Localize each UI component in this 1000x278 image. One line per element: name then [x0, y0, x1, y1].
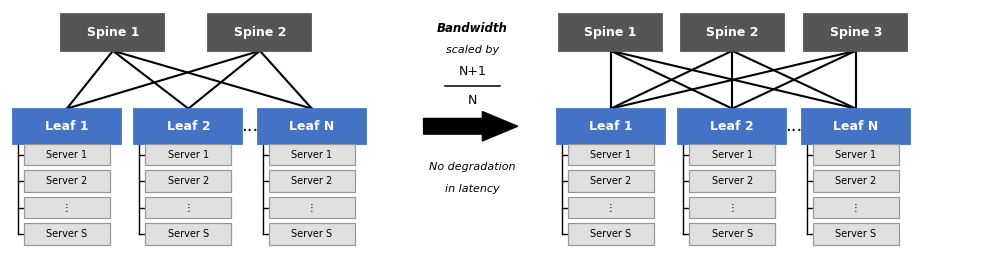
FancyBboxPatch shape [568, 170, 654, 192]
Text: Leaf 1: Leaf 1 [45, 120, 89, 133]
FancyBboxPatch shape [559, 14, 662, 51]
Text: Spine 1: Spine 1 [584, 26, 637, 39]
FancyBboxPatch shape [269, 197, 355, 219]
FancyBboxPatch shape [24, 170, 110, 192]
FancyBboxPatch shape [269, 223, 355, 245]
FancyBboxPatch shape [145, 144, 231, 165]
FancyBboxPatch shape [24, 223, 110, 245]
FancyBboxPatch shape [568, 197, 654, 219]
FancyBboxPatch shape [145, 197, 231, 219]
Text: Server S: Server S [291, 229, 332, 239]
Text: Server 2: Server 2 [291, 176, 332, 186]
Text: Server 1: Server 1 [168, 150, 209, 160]
Text: Spine 3: Spine 3 [830, 26, 882, 39]
Text: Leaf 2: Leaf 2 [167, 120, 210, 133]
Text: Server 2: Server 2 [712, 176, 753, 186]
Text: Server 1: Server 1 [835, 150, 876, 160]
FancyBboxPatch shape [61, 14, 164, 51]
Text: ⋮: ⋮ [606, 203, 616, 213]
FancyBboxPatch shape [681, 14, 784, 51]
Text: ...: ... [785, 117, 803, 135]
FancyBboxPatch shape [557, 109, 665, 144]
Text: Server S: Server S [712, 229, 753, 239]
Polygon shape [424, 111, 518, 141]
Text: Server S: Server S [835, 229, 876, 239]
Text: Server 1: Server 1 [46, 150, 87, 160]
FancyBboxPatch shape [678, 109, 786, 144]
Text: Server 2: Server 2 [46, 176, 87, 186]
Text: scaled by: scaled by [446, 45, 499, 55]
FancyBboxPatch shape [689, 223, 775, 245]
Text: ⋮: ⋮ [307, 203, 317, 213]
FancyBboxPatch shape [145, 223, 231, 245]
FancyBboxPatch shape [269, 170, 355, 192]
FancyBboxPatch shape [208, 14, 311, 51]
FancyBboxPatch shape [24, 144, 110, 165]
FancyBboxPatch shape [269, 144, 355, 165]
Text: Bandwidth: Bandwidth [437, 22, 508, 35]
FancyBboxPatch shape [804, 14, 907, 51]
FancyBboxPatch shape [134, 109, 242, 144]
FancyBboxPatch shape [802, 109, 910, 144]
Text: Server 1: Server 1 [712, 150, 753, 160]
Text: Leaf N: Leaf N [833, 120, 878, 133]
Text: Server 2: Server 2 [835, 176, 876, 186]
Text: Server 2: Server 2 [168, 176, 209, 186]
FancyBboxPatch shape [568, 223, 654, 245]
FancyBboxPatch shape [689, 170, 775, 192]
FancyBboxPatch shape [258, 109, 366, 144]
Text: in latency: in latency [445, 184, 500, 194]
Text: N: N [468, 94, 477, 107]
FancyBboxPatch shape [813, 223, 899, 245]
FancyBboxPatch shape [813, 197, 899, 219]
FancyBboxPatch shape [568, 144, 654, 165]
Text: Spine 1: Spine 1 [87, 26, 139, 39]
Text: Server S: Server S [46, 229, 87, 239]
FancyBboxPatch shape [145, 170, 231, 192]
Text: No degradation: No degradation [429, 162, 516, 172]
FancyBboxPatch shape [813, 170, 899, 192]
Text: ⋮: ⋮ [62, 203, 72, 213]
FancyBboxPatch shape [13, 109, 121, 144]
Text: Leaf 2: Leaf 2 [710, 120, 754, 133]
Text: Spine 2: Spine 2 [234, 26, 286, 39]
FancyBboxPatch shape [813, 144, 899, 165]
Text: Server 1: Server 1 [590, 150, 631, 160]
Text: Leaf 1: Leaf 1 [589, 120, 633, 133]
Text: Server S: Server S [590, 229, 631, 239]
FancyBboxPatch shape [689, 197, 775, 219]
FancyBboxPatch shape [24, 197, 110, 219]
Text: ⋮: ⋮ [183, 203, 193, 213]
Text: Server 2: Server 2 [590, 176, 631, 186]
Text: Server 1: Server 1 [291, 150, 332, 160]
Text: Spine 2: Spine 2 [706, 26, 759, 39]
Text: ⋮: ⋮ [727, 203, 737, 213]
Text: N+1: N+1 [459, 65, 486, 78]
FancyBboxPatch shape [689, 144, 775, 165]
Text: ⋮: ⋮ [851, 203, 861, 213]
Text: Leaf N: Leaf N [289, 120, 334, 133]
Text: ...: ... [241, 117, 259, 135]
Text: Server S: Server S [168, 229, 209, 239]
